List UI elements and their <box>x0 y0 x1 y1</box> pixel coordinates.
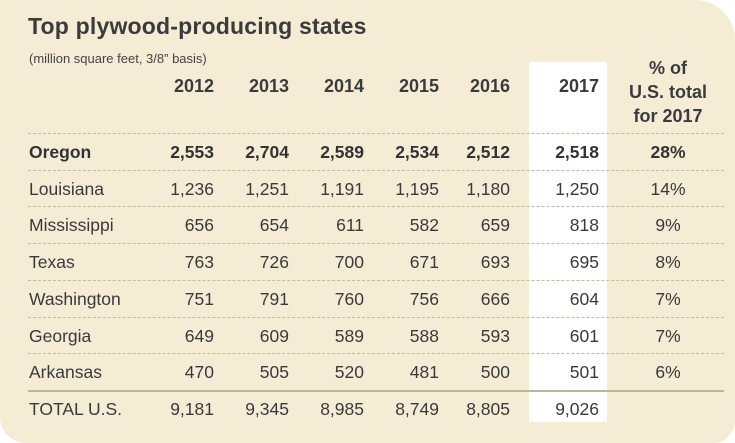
state-name: Washington <box>29 288 121 309</box>
value-2013: 791 <box>259 288 289 309</box>
pct-header-line: U.S. total <box>628 82 707 102</box>
divider <box>28 133 724 134</box>
value-2012: 1,236 <box>170 178 214 199</box>
state-name: Arkansas <box>29 362 102 383</box>
highlight-2017-column <box>529 62 607 422</box>
pct-value: 7% <box>655 288 681 309</box>
value-2017: 601 <box>569 325 599 346</box>
value-2012: 2,553 <box>170 142 214 162</box>
pct-value: 14% <box>650 178 686 199</box>
value-2014: 760 <box>334 288 364 309</box>
value-2015: 2,534 <box>395 142 439 162</box>
value-2016: 500 <box>480 362 510 383</box>
value-2015: 481 <box>409 362 439 383</box>
column-header-2015: 2015 <box>398 76 439 96</box>
state-name: Oregon <box>29 142 92 162</box>
value-2016: 659 <box>480 215 510 236</box>
value-2016: 693 <box>480 252 510 273</box>
value-2017: 1,250 <box>555 178 599 199</box>
value-2017: 604 <box>569 288 599 309</box>
value-2014: 700 <box>334 252 364 273</box>
value-2014: 611 <box>336 215 364 236</box>
value-2015: 588 <box>409 325 439 346</box>
value-2014: 520 <box>334 362 364 383</box>
divider <box>28 353 724 355</box>
value-2016: 593 <box>480 325 510 346</box>
value-2012: 649 <box>184 325 214 346</box>
value-2012: 656 <box>184 215 214 236</box>
pct-value: 6% <box>655 362 681 383</box>
value-2013: 505 <box>259 362 289 383</box>
page-title: Top plywood-producing states <box>28 13 367 39</box>
value-2014: 2,589 <box>320 142 364 162</box>
value-2015: 1,195 <box>395 178 439 199</box>
value-2013: 1,251 <box>245 178 289 199</box>
column-header-2014: 2014 <box>323 76 364 96</box>
value-2016: 8,805 <box>466 398 510 419</box>
divider <box>28 389 724 392</box>
state-name: Georgia <box>29 325 92 346</box>
value-2016: 2,512 <box>466 142 510 162</box>
divider <box>28 316 724 318</box>
value-2016: 1,180 <box>466 178 510 199</box>
table-row: Oregon 2,553 2,704 2,589 2,534 2,512 2,518 28% <box>0 134 735 170</box>
divider <box>28 206 724 208</box>
column-header-pct: % of U.S. total for 2017 <box>612 56 724 128</box>
table-row: Texas 763 726 700 671 693 695 8% <box>0 244 735 280</box>
pct-value: 28% <box>650 142 686 162</box>
value-2015: 582 <box>409 215 439 236</box>
pct-value: 9% <box>655 215 681 236</box>
value-2012: 763 <box>184 252 214 273</box>
value-2017: 9,026 <box>555 398 599 419</box>
pct-value: 8% <box>655 252 681 273</box>
state-name: Mississippi <box>29 215 114 236</box>
value-2013: 9,345 <box>245 398 289 419</box>
divider <box>28 243 724 245</box>
subtitle: (million square feet, 3/8” basis) <box>29 51 207 66</box>
value-2015: 756 <box>409 288 439 309</box>
value-2017: 2,518 <box>555 142 599 162</box>
column-header-2016: 2016 <box>469 76 510 96</box>
column-header-2012: 2012 <box>173 76 214 96</box>
value-2012: 470 <box>184 362 214 383</box>
value-2012: 9,181 <box>170 398 214 419</box>
table-row: Mississippi 656 654 611 582 659 818 9% <box>0 207 735 243</box>
divider <box>28 169 724 171</box>
value-2014: 1,191 <box>320 178 364 199</box>
pct-header-line: % of <box>649 58 687 78</box>
value-2017: 501 <box>569 362 599 383</box>
value-2013: 654 <box>259 215 289 236</box>
value-2015: 671 <box>409 252 439 273</box>
table-row: Georgia 649 609 589 588 593 601 7% <box>0 318 735 354</box>
table-row: Arkansas 470 505 520 481 500 501 6% <box>0 354 735 390</box>
column-header-2017: 2017 <box>558 76 599 96</box>
total-row: TOTAL U.S. 9,181 9,345 8,985 8,749 8,805 9,026 <box>0 391 735 427</box>
value-2013: 726 <box>259 252 289 273</box>
value-2013: 2,704 <box>245 142 289 162</box>
state-name: TOTAL U.S. <box>29 398 123 419</box>
divider <box>28 279 724 281</box>
value-2012: 751 <box>184 288 214 309</box>
pct-value: 7% <box>655 325 681 346</box>
value-2014: 8,985 <box>320 398 364 419</box>
pct-header-line: for 2017 <box>633 106 703 126</box>
value-2013: 609 <box>259 325 289 346</box>
column-header-2013: 2013 <box>248 76 289 96</box>
table-row: Louisiana 1,236 1,251 1,191 1,195 1,180 1,250 1… <box>0 171 735 207</box>
state-name: Louisiana <box>29 178 104 199</box>
value-2017: 695 <box>569 252 599 273</box>
value-2017: 818 <box>569 215 599 236</box>
table-row: Washington 751 791 760 756 666 604 7% <box>0 281 735 317</box>
value-2014: 589 <box>334 325 364 346</box>
state-name: Texas <box>29 252 75 273</box>
value-2016: 666 <box>480 288 510 309</box>
value-2015: 8,749 <box>395 398 439 419</box>
